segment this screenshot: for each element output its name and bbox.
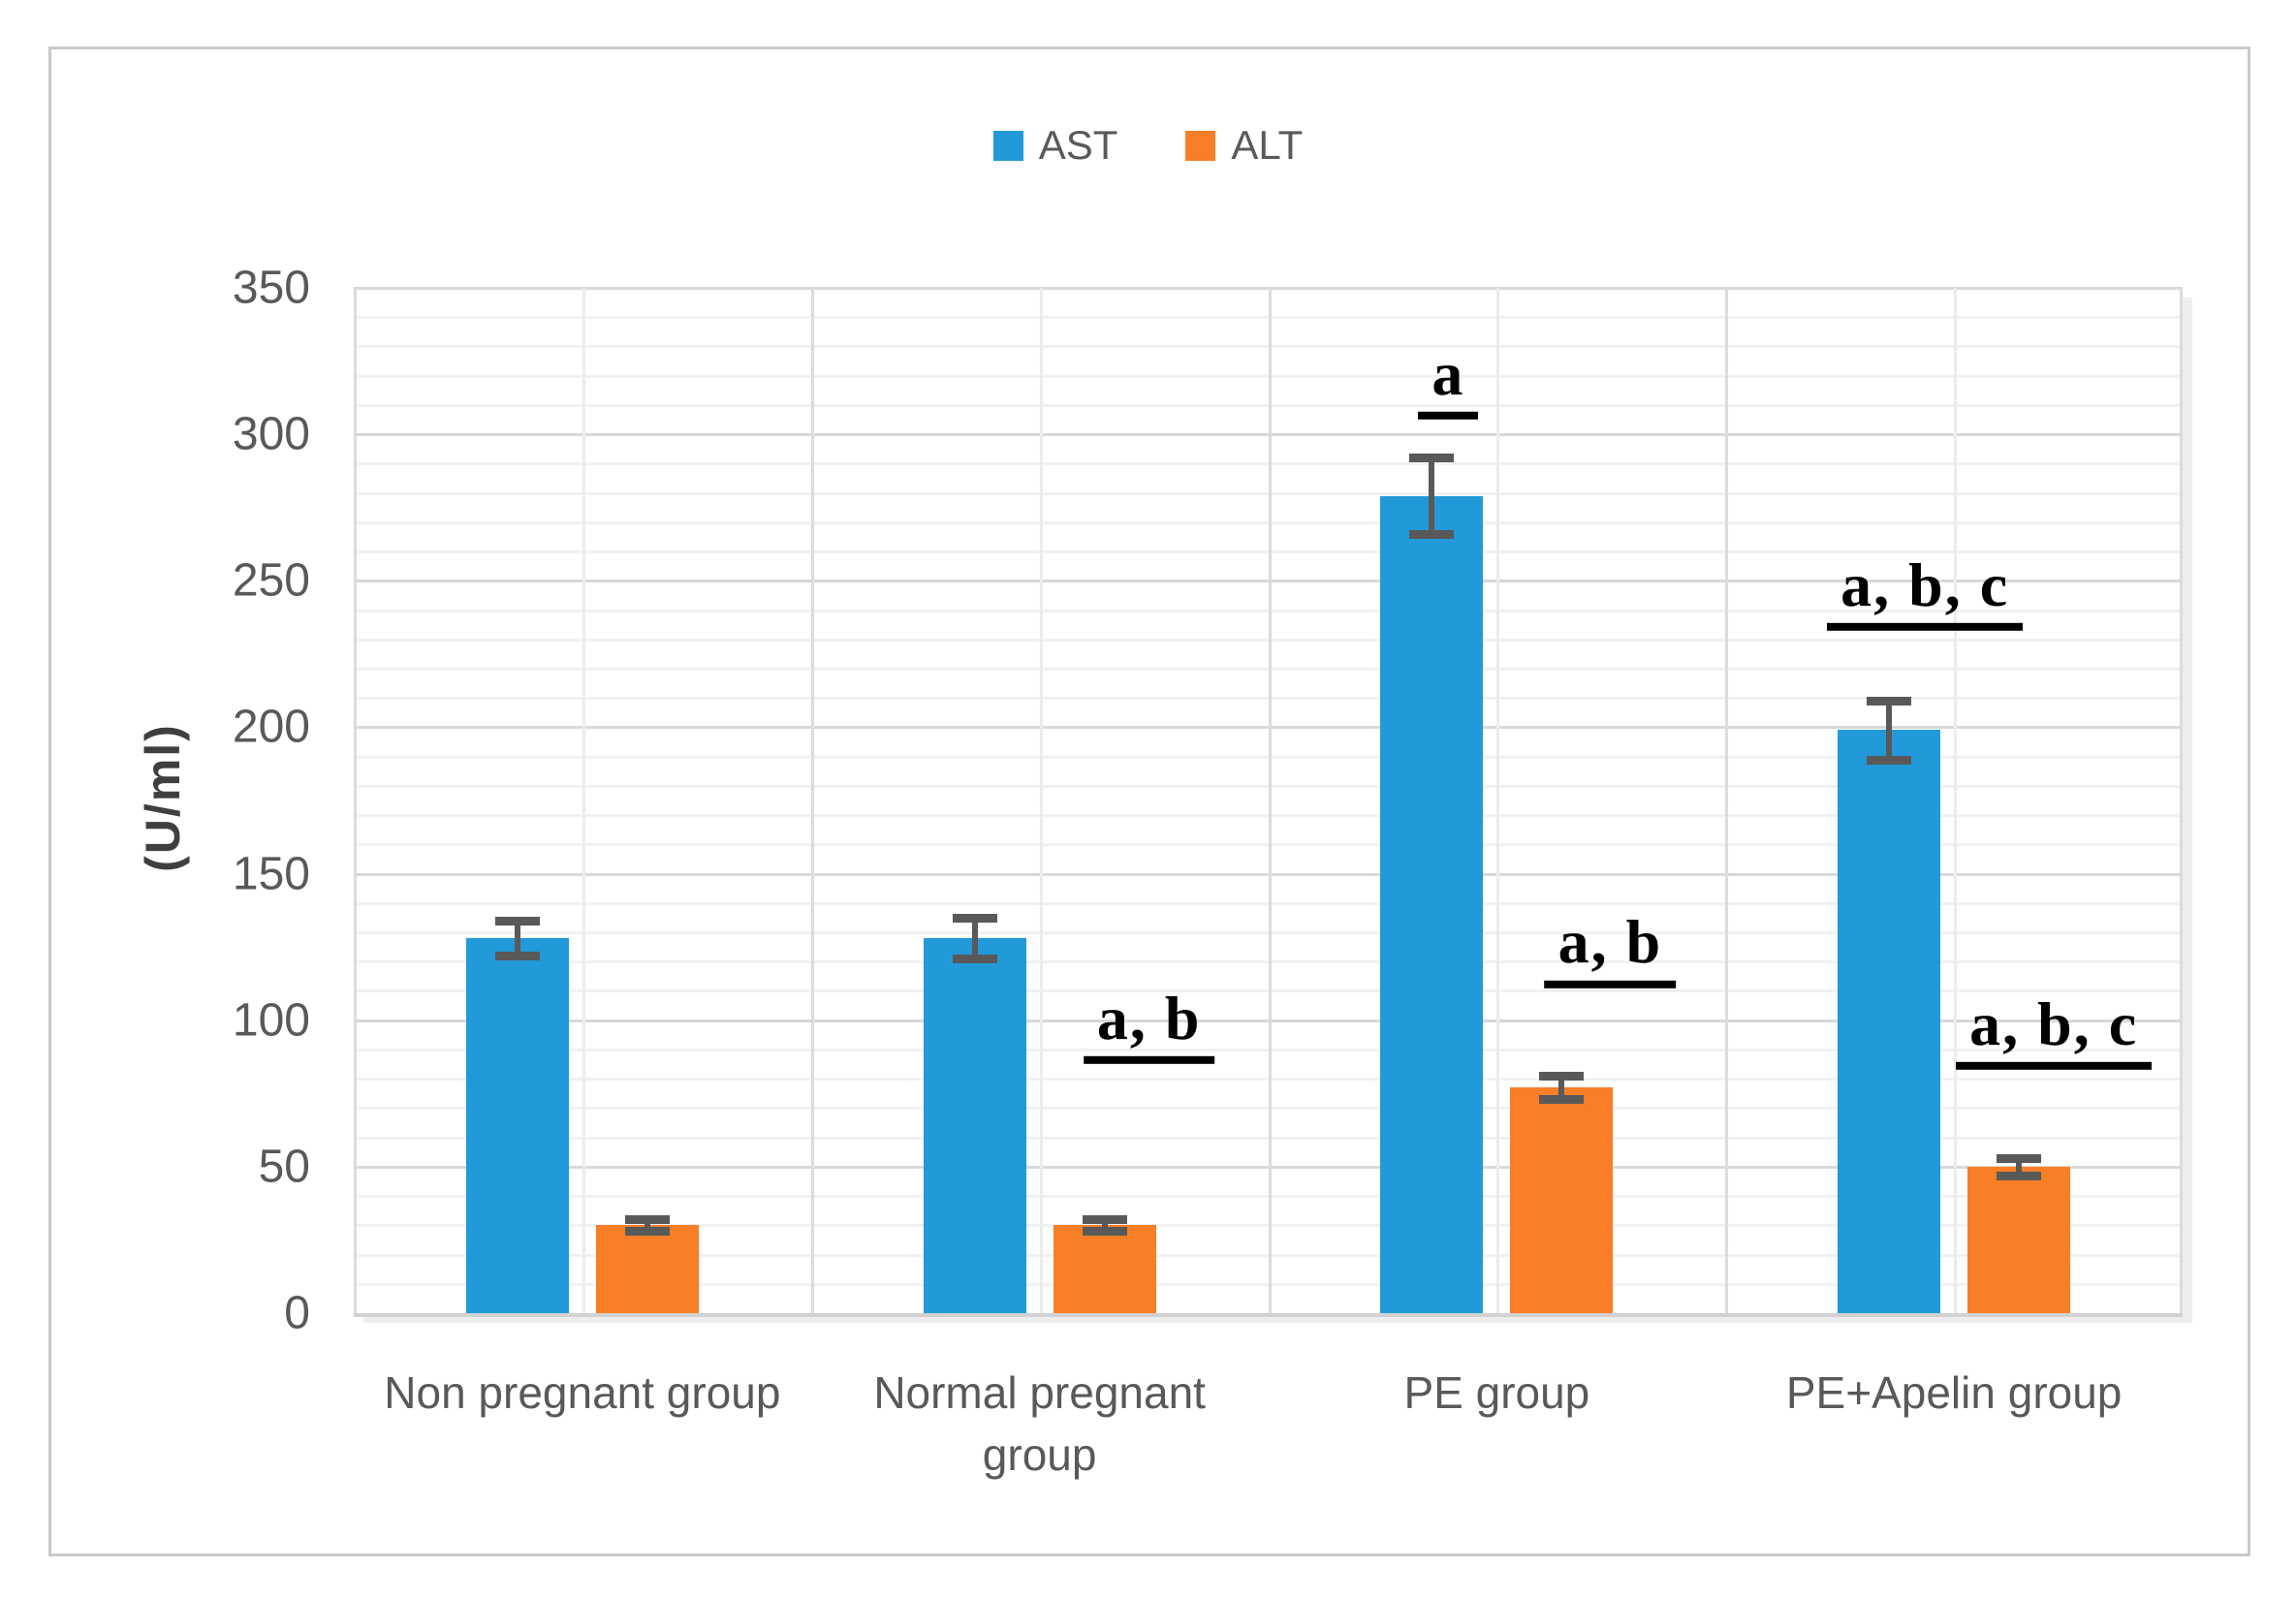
error-bar-cap xyxy=(1997,1153,2042,1163)
significance-annotation: a, b xyxy=(1544,909,1677,988)
error-bar-line xyxy=(514,920,520,957)
error-bar-cap xyxy=(1997,1171,2042,1180)
legend-item-alt: ALT xyxy=(1185,122,1303,169)
legend-label: ALT xyxy=(1231,122,1304,168)
error-bar-cap xyxy=(1409,454,1455,463)
error-bar-cap xyxy=(624,1215,670,1225)
legend-swatch-ast-icon xyxy=(992,130,1023,161)
y-tick-label: 200 xyxy=(232,701,310,753)
error-bar-line xyxy=(2016,1157,2023,1176)
error-bar-cap xyxy=(1867,697,1912,706)
bar-ast-0 xyxy=(465,938,569,1313)
gridline-category-mid xyxy=(1039,288,1043,1313)
error-bar-line xyxy=(1558,1076,1565,1100)
y-tick-label: 0 xyxy=(284,1287,310,1339)
error-bar-line xyxy=(1429,457,1435,534)
significance-annotation: a, b, c xyxy=(1827,551,2024,631)
y-tick-label: 250 xyxy=(232,554,310,607)
category-label: Normal pregnant group xyxy=(873,1367,1206,1481)
significance-annotation: a xyxy=(1418,341,1479,421)
error-bar-cap xyxy=(1867,755,1912,765)
error-bar-line xyxy=(1101,1219,1108,1232)
error-bar-cap xyxy=(1082,1227,1127,1237)
error-bar-cap xyxy=(624,1227,670,1237)
legend-swatch-alt-icon xyxy=(1185,130,1216,161)
gridline-category-boundary xyxy=(354,288,357,1313)
gridline-category-boundary xyxy=(1725,288,1729,1313)
legend-label: AST xyxy=(1038,122,1118,168)
error-bar-cap xyxy=(1539,1072,1585,1082)
error-bar-cap xyxy=(952,913,997,923)
bar-alt-2 xyxy=(1510,1087,1614,1313)
error-bar-line xyxy=(971,917,978,959)
gridline-category-mid xyxy=(1496,288,1500,1313)
error-bar-cap xyxy=(1409,529,1455,539)
bar-alt-1 xyxy=(1053,1225,1156,1313)
y-tick-label: 300 xyxy=(232,408,310,460)
y-tick-label: 100 xyxy=(232,994,310,1047)
gridline-category-boundary xyxy=(2180,288,2183,1313)
error-bar-line xyxy=(1886,701,1893,760)
gridline-category-mid xyxy=(582,288,585,1313)
error-bar-cap xyxy=(494,952,540,961)
gridline-category-mid xyxy=(1954,288,1958,1313)
x-axis-line xyxy=(354,1313,2183,1317)
error-bar-line xyxy=(644,1219,650,1232)
y-tick-label: 50 xyxy=(258,1141,310,1193)
bar-alt-3 xyxy=(1967,1166,2071,1313)
error-bar-cap xyxy=(1082,1215,1127,1225)
error-bar-cap xyxy=(494,916,540,925)
error-bar-cap xyxy=(1539,1095,1585,1105)
legend-item-ast: AST xyxy=(992,122,1118,169)
bar-ast-3 xyxy=(1838,730,1941,1313)
bar-ast-1 xyxy=(923,938,1026,1313)
significance-annotation: a, b xyxy=(1083,986,1215,1065)
category-label: PE+Apelin group xyxy=(1785,1367,2123,1418)
bar-ast-2 xyxy=(1380,495,1484,1313)
y-tick-label: 350 xyxy=(232,262,310,314)
category-label: Non pregnant group xyxy=(384,1367,781,1418)
bar-alt-0 xyxy=(595,1225,699,1313)
category-label: PE group xyxy=(1403,1367,1590,1418)
gridline-category-boundary xyxy=(1268,288,1272,1313)
gridline-category-boundary xyxy=(810,288,814,1313)
error-bar-cap xyxy=(952,955,997,964)
chart-legend: AST ALT xyxy=(0,122,2296,169)
y-tick-label: 150 xyxy=(232,848,310,900)
plot-area: a, b a a, b a, b, c a, b, c xyxy=(354,287,2183,1317)
significance-annotation: a, b, c xyxy=(1956,991,2153,1071)
